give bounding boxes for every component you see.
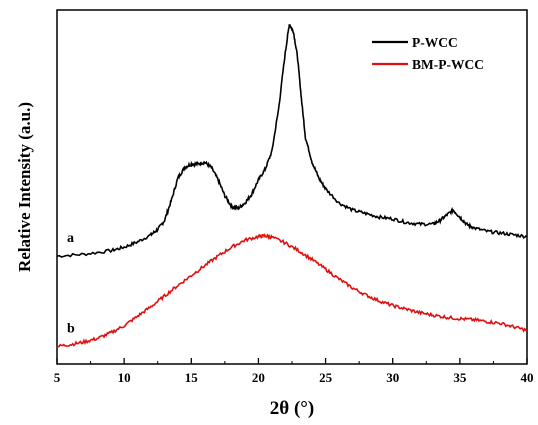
- x-tick-label: 20: [252, 370, 265, 385]
- x-tick-label: 10: [118, 370, 131, 385]
- plot-area: 5 10 15 20 25 30 35 40: [54, 9, 534, 385]
- x-tick-label: 40: [521, 370, 534, 385]
- x-axis-label: 2θ (°): [270, 398, 314, 419]
- x-tick-label: 35: [453, 370, 467, 385]
- legend: P-WCC BM-P-WCC: [372, 35, 484, 72]
- y-axis-label: Relative Intensity (a.u.): [15, 102, 34, 272]
- x-tick-label: 30: [386, 370, 399, 385]
- x-tick-label: 15: [185, 370, 199, 385]
- series-bm-p-wcc-line: [56, 233, 527, 349]
- x-tick-label: 5: [54, 370, 61, 385]
- curve-label-a: a: [67, 231, 74, 246]
- x-tick-label: 25: [319, 370, 333, 385]
- legend-label-p-wcc: P-WCC: [412, 35, 458, 50]
- series-p-wcc-line: [56, 23, 528, 258]
- curve-label-b: b: [67, 321, 75, 336]
- x-axis-ticks: 5 10 15 20 25 30 35 40: [54, 358, 534, 385]
- legend-label-bm-p-wcc: BM-P-WCC: [412, 57, 484, 72]
